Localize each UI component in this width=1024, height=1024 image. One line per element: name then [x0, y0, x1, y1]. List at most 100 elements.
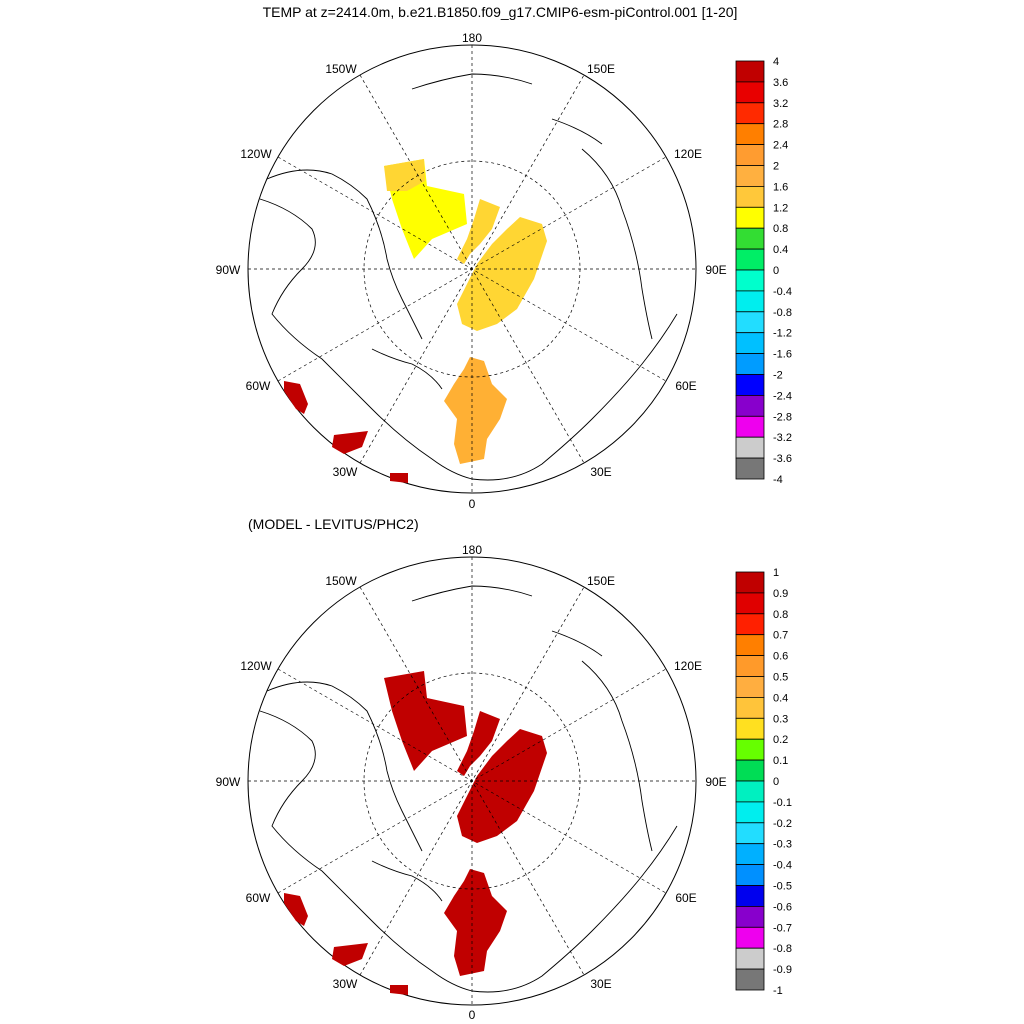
bottom-colorbar-box-6 [735, 697, 765, 719]
bottom-colorbar-label-9: 0.1 [773, 755, 788, 767]
top-lab-90w: 90W [216, 263, 241, 277]
top-lab-30w: 30W [333, 465, 358, 479]
top-colorbar-label-0: 4 [773, 56, 779, 68]
bot-lab-90w: 90W [216, 775, 241, 789]
top-data-patches [284, 159, 547, 483]
top-colorbar-label-17: -2.8 [773, 411, 792, 423]
bottom-colorbar-label-12: -0.2 [773, 818, 792, 830]
top-lab-150e: 150E [587, 62, 615, 76]
bottom-colorbar-box-5 [735, 676, 765, 698]
bottom-colorbar-box-3 [735, 634, 765, 657]
bottom-colorbar-box-14 [735, 864, 765, 886]
bottom-hot-spot-3 [390, 985, 408, 995]
bottom-colorbar-label-6: 0.4 [773, 692, 788, 704]
top-colorbar-label-9: 0.4 [773, 244, 788, 256]
top-colorbar-box-2 [735, 102, 765, 125]
bottom-colorbar-box-4 [735, 655, 765, 677]
bottom-data-patches [284, 671, 547, 995]
bottom-colorbar-label-16: -0.6 [773, 901, 792, 913]
bottom-colorbar-box-15 [735, 885, 765, 907]
top-colorbar-label-13: -1.2 [773, 328, 792, 340]
top-lab-0: 0 [469, 497, 476, 511]
top-patch-lomonosov [457, 199, 500, 264]
top-colorbar-label-6: 1.6 [773, 181, 788, 193]
top-colorbar-label-4: 2.4 [773, 140, 788, 152]
top-colorbar-label-2: 3.2 [773, 98, 788, 110]
top-colorbar-label-1: 3.6 [773, 77, 788, 89]
bottom-patch-beaufort [384, 671, 467, 771]
bottom-colorbar-box-19 [735, 968, 765, 991]
bottom-colorbar-label-0: 1 [773, 567, 779, 579]
top-colorbar-box-14 [735, 353, 765, 375]
top-colorbar-box-7 [735, 206, 765, 229]
top-lab-180: 180 [462, 31, 482, 45]
bottom-colorbar-box-16 [735, 906, 765, 928]
bottom-colorbar-box-10 [735, 780, 765, 803]
top-lab-120w: 120W [240, 147, 272, 161]
bottom-colorbar-box-0 [735, 571, 765, 594]
bottom-colorbar-label-11: -0.1 [773, 797, 792, 809]
bottom-hot-spot-2 [332, 943, 368, 966]
bot-lab-60e: 60E [675, 891, 696, 905]
top-colorbar: 4 3.6 3.2 2.8 2.4 2 1.6 1.2 0.8 0.4 0 -0.4 -0.8 -1.2 -… [735, 56, 792, 486]
bottom-colorbar-label-2: 0.8 [773, 609, 788, 621]
top-patch-atlantic [444, 357, 507, 464]
bottom-colorbar-label-15: -0.5 [773, 881, 792, 893]
bottom-colorbar-box-9 [735, 759, 765, 782]
top-colorbar-box-8 [735, 227, 765, 250]
top-hot-spot-2 [332, 431, 368, 454]
bottom-colorbar-label-20: -1 [773, 985, 783, 997]
bottom-colorbar-label-14: -0.4 [773, 860, 792, 872]
top-colorbar-label-16: -2.4 [773, 390, 792, 402]
bottom-colorbar-box-1 [735, 592, 765, 615]
bottom-colorbar-box-7 [735, 717, 765, 740]
top-colorbar-box-6 [735, 185, 765, 208]
bottom-colorbar-label-7: 0.3 [773, 713, 788, 725]
top-colorbar-box-15 [735, 374, 765, 396]
top-colorbar-box-16 [735, 394, 765, 417]
bottom-map-labels: 180 150E 120E 90E 60E 30E 0 30W 60W 90W … [216, 543, 727, 1022]
top-patch-siberian [457, 217, 547, 331]
bottom-colorbar-box-2 [735, 613, 765, 636]
bottom-polar-map [247, 556, 697, 1006]
top-colorbar-label-18: -3.2 [773, 432, 792, 444]
bot-lab-60w: 60W [246, 891, 271, 905]
top-colorbar-box-5 [735, 165, 765, 187]
bottom-patch-atlantic [444, 869, 507, 976]
bottom-colorbar-box-8 [735, 738, 765, 761]
top-lab-30e: 30E [590, 465, 611, 479]
bottom-colorbar-label-4: 0.6 [773, 651, 788, 663]
bot-lab-120e: 120E [674, 659, 702, 673]
bottom-panel-title: (MODEL - LEVITUS/PHC2) [248, 516, 419, 532]
top-colorbar-box-10 [735, 269, 765, 292]
bottom-colorbar-label-1: 0.9 [773, 588, 788, 600]
bottom-patch-siberian [457, 729, 547, 843]
bottom-colorbar-label-19: -0.9 [773, 964, 792, 976]
top-colorbar-label-3: 2.8 [773, 119, 788, 131]
top-lab-90e: 90E [705, 263, 726, 277]
bottom-colorbar-box-11 [735, 801, 765, 824]
top-colorbar-label-19: -3.6 [773, 453, 792, 465]
top-hot-spot-1 [284, 381, 308, 414]
top-colorbar-box-4 [735, 144, 765, 166]
bottom-colorbar-box-13 [735, 843, 765, 866]
top-polar-map [247, 44, 697, 494]
top-colorbar-box-12 [735, 311, 765, 334]
bottom-colorbar-label-18: -0.8 [773, 943, 792, 955]
top-map-labels: 180 150E 120E 90E 60E 30E 0 30W 60W 90W … [216, 31, 727, 511]
bottom-colorbar-label-8: 0.2 [773, 734, 788, 746]
bot-lab-150w: 150W [325, 574, 357, 588]
top-colorbar-label-14: -1.6 [773, 349, 792, 361]
top-colorbar-label-20: -4 [773, 474, 783, 486]
bottom-colorbar-label-5: 0.5 [773, 672, 788, 684]
top-colorbar-box-18 [735, 436, 765, 459]
top-patch-beaufort-edge [384, 159, 425, 191]
top-colorbar-label-15: -2 [773, 370, 783, 382]
bottom-patch-lomonosov [457, 711, 500, 776]
top-lab-60e: 60E [675, 379, 696, 393]
top-colorbar-box-13 [735, 332, 765, 355]
bot-lab-0: 0 [469, 1008, 476, 1022]
top-lab-150w: 150W [325, 62, 357, 76]
top-colorbar-label-8: 0.8 [773, 223, 788, 235]
